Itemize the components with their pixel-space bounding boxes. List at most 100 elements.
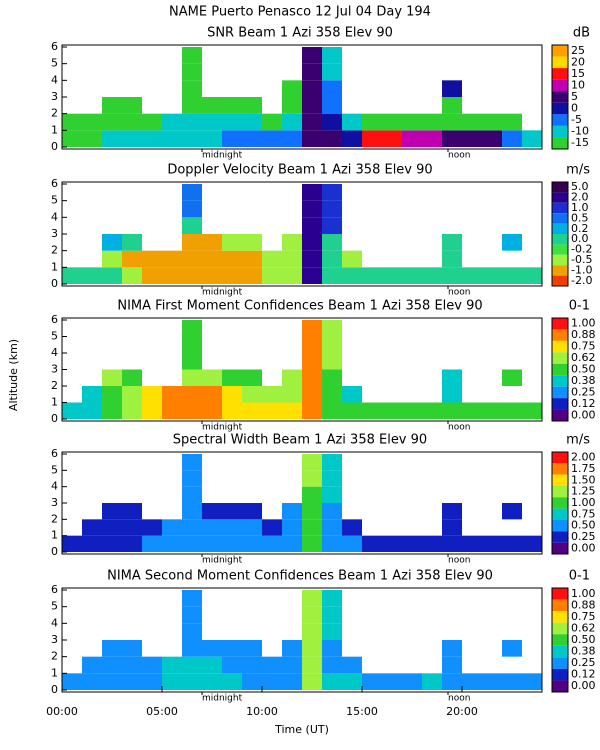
y-tick-label: 2 — [51, 107, 58, 120]
cell — [62, 673, 82, 690]
cell — [82, 656, 102, 674]
colorbar-tick-label: -0.5 — [571, 253, 592, 266]
y-tick-label: 0 — [51, 140, 58, 153]
cell — [182, 606, 202, 624]
cell — [282, 535, 302, 552]
cell — [322, 656, 342, 674]
cell — [262, 250, 282, 268]
colorbar-swatch — [552, 234, 568, 245]
cell — [362, 535, 382, 552]
colorbar-swatch — [552, 68, 568, 80]
colorbar-tick-label: 10 — [571, 78, 585, 91]
cell — [182, 336, 202, 353]
cell — [242, 535, 262, 552]
y-tick-label: 4 — [51, 73, 58, 86]
cell — [342, 535, 362, 552]
colorbar-tick-label: -1.0 — [571, 263, 592, 276]
cell — [122, 503, 142, 520]
cell — [202, 535, 222, 552]
x-tick-label: 10:00 — [246, 705, 278, 718]
cell — [202, 673, 222, 690]
cell — [62, 535, 82, 552]
cell — [382, 130, 402, 147]
cell — [302, 640, 322, 657]
cell — [122, 656, 142, 674]
cell — [82, 267, 102, 284]
cell — [182, 234, 202, 251]
colorbar-tick-label: 0.25 — [571, 385, 596, 398]
cell — [102, 113, 122, 131]
colorbar-swatch — [552, 542, 568, 554]
cell — [462, 113, 482, 131]
colorbar-swatch — [552, 244, 568, 255]
colorbar-tick-label: -0.2 — [571, 243, 592, 256]
cell — [282, 80, 302, 97]
cell — [302, 535, 322, 552]
cell — [262, 656, 282, 674]
units-label: m/s — [566, 163, 590, 178]
cell — [122, 113, 142, 131]
cell — [102, 97, 122, 114]
y-tick-label: 6 — [51, 583, 58, 596]
cell — [302, 386, 322, 403]
cell — [262, 673, 282, 690]
cell — [482, 673, 502, 690]
cell — [402, 267, 422, 284]
colorbar-tick-label: -15 — [571, 136, 589, 149]
cell — [122, 535, 142, 552]
panel-title: NIMA Second Moment Confidences Beam 1 Az… — [107, 569, 493, 584]
colorbar-swatch — [552, 452, 568, 464]
cell — [182, 113, 202, 131]
cell — [122, 97, 142, 114]
cell — [202, 656, 222, 674]
cell — [322, 130, 342, 147]
x-tick-label: 15:00 — [346, 705, 378, 718]
cell — [362, 673, 382, 690]
cell — [62, 113, 82, 131]
cell — [282, 519, 302, 536]
cell — [502, 640, 522, 657]
cell — [102, 640, 122, 657]
cell — [222, 535, 242, 552]
cell — [442, 113, 462, 131]
cell — [302, 80, 322, 97]
cell — [202, 640, 222, 657]
cell — [182, 63, 202, 81]
colorbar-tick-label: 0.75 — [571, 340, 596, 353]
cell — [522, 673, 542, 690]
colorbar-swatch — [552, 657, 568, 669]
colorbar-tick-label: 0.00 — [571, 679, 596, 692]
cell — [442, 673, 462, 690]
colorbar-swatch — [552, 520, 568, 532]
cell — [322, 113, 342, 131]
y-tick-label: 0 — [51, 412, 58, 425]
cell — [122, 519, 142, 536]
cell — [182, 250, 202, 268]
cell — [422, 113, 442, 131]
cell — [382, 267, 402, 284]
cell — [342, 519, 362, 536]
colorbar-swatch — [552, 56, 568, 69]
x-axis-label: Time (UT) — [274, 723, 329, 736]
cell — [142, 535, 162, 552]
cell — [202, 97, 222, 114]
cell — [142, 130, 162, 147]
cell — [242, 519, 262, 536]
cell — [202, 250, 222, 268]
cell — [442, 369, 462, 386]
cell — [262, 130, 282, 147]
y-tick-label: 3 — [51, 496, 58, 509]
colorbar-swatch — [552, 213, 568, 224]
cell — [82, 535, 102, 552]
cell — [222, 656, 242, 674]
cell — [302, 470, 322, 487]
cell — [262, 535, 282, 552]
cell — [462, 673, 482, 690]
colorbar-tick-label: 0.25 — [571, 656, 596, 669]
cell — [162, 673, 182, 690]
cell — [222, 640, 242, 657]
cell — [62, 402, 82, 419]
cell — [322, 470, 342, 487]
cell — [322, 200, 342, 218]
cell — [322, 606, 342, 624]
